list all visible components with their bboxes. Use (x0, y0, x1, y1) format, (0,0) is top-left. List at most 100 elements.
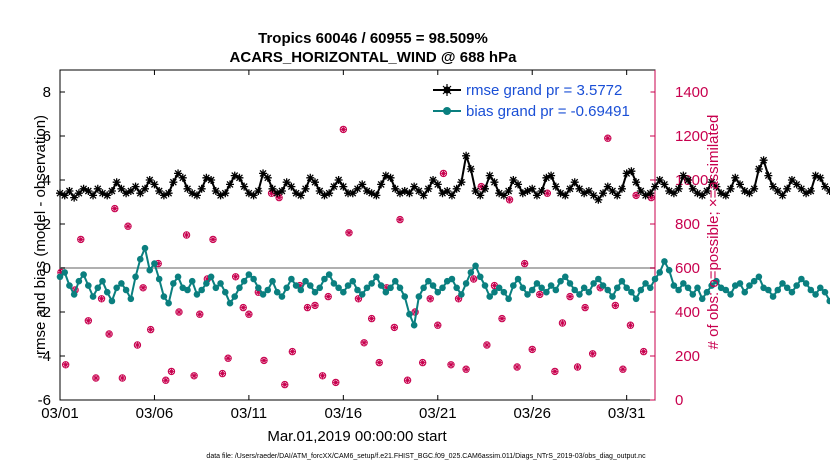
bias-point (708, 282, 715, 289)
rmse-point (282, 178, 291, 187)
rmse-point (174, 169, 183, 178)
rmse-point (400, 187, 409, 195)
rmse-point (159, 191, 168, 200)
bias-point (245, 271, 253, 278)
rmse-point (556, 189, 565, 198)
rmse-point (523, 187, 532, 195)
bias-point (406, 310, 413, 318)
rmse-point (750, 184, 759, 193)
bias-point (217, 280, 224, 287)
obs-assimilated-marker (92, 375, 99, 381)
obs-possible-marker (390, 323, 399, 332)
rmse-point (537, 187, 546, 195)
obs-possible-marker (339, 125, 348, 134)
obs-assimilated-marker (134, 342, 141, 348)
obs-possible-marker (619, 365, 627, 373)
rmse-point (344, 189, 353, 198)
bias-point (646, 284, 654, 292)
y-tick-label-left: -6 (38, 392, 51, 409)
obs-possible-marker (426, 295, 434, 303)
obs-possible-marker (581, 303, 589, 312)
rmse-point (769, 182, 778, 191)
obs-possible-marker (105, 330, 113, 338)
rmse-point (693, 189, 702, 198)
rmse-point (414, 187, 423, 195)
rmse-point (599, 189, 608, 198)
rmse-point (684, 176, 693, 184)
bias-point (580, 284, 588, 292)
bias-point (788, 288, 796, 296)
obs-assimilated-marker (62, 361, 69, 368)
bias-point (283, 284, 290, 292)
rmse-point (367, 189, 376, 198)
obs-possible-marker (573, 363, 582, 371)
bias-point (321, 275, 328, 283)
bias-point (103, 288, 111, 296)
bias-point (231, 293, 239, 300)
bias-point (108, 297, 116, 305)
bias-point (538, 284, 545, 292)
obs-possible-marker (196, 310, 204, 318)
obs-count-markers (57, 125, 655, 389)
obs-assimilated-marker (506, 196, 513, 203)
rmse-point (736, 180, 744, 189)
obs-possible-marker (324, 292, 332, 301)
bias-point (793, 282, 800, 289)
bias-point (340, 288, 347, 296)
bias-point (434, 288, 442, 296)
obs-possible-marker (231, 273, 240, 281)
rmse-point (155, 187, 164, 195)
obs-possible-marker (218, 369, 227, 378)
obs-assimilated-marker (391, 324, 398, 331)
rmse-point (688, 184, 697, 193)
obs-possible-marker (611, 301, 620, 310)
rmse-point (707, 178, 716, 187)
obs-possible-marker (139, 284, 147, 292)
bias-point (264, 286, 272, 294)
obs-possible-marker (632, 191, 640, 200)
bias-point (288, 275, 295, 283)
obs-assimilated-marker (612, 302, 619, 309)
obs-assimilated-marker (440, 170, 447, 177)
rmse-point (754, 165, 763, 173)
bias-point (543, 288, 550, 296)
bias-point (349, 277, 357, 285)
bias-point (363, 284, 371, 292)
rmse-point (254, 187, 263, 195)
chart-title: Tropics 60046 / 60955 = 98.509% (258, 30, 488, 47)
rmse-point (126, 187, 135, 195)
rmse-point (287, 182, 296, 191)
rmse-point (773, 187, 782, 195)
bias-point (736, 280, 744, 287)
obs-assimilated-marker (106, 331, 113, 337)
rmse-point (358, 180, 367, 189)
obs-assimilated-marker (404, 377, 411, 384)
y-axis-right-label: # of obs: o=possible; ×=assimilated (705, 115, 722, 350)
bias-point (122, 286, 130, 294)
obs-assimilated-marker (210, 236, 216, 243)
obs-assimilated-marker (427, 295, 434, 302)
bias-point (391, 277, 399, 285)
obs-assimilated-marker (304, 304, 311, 311)
rmse-point (311, 178, 319, 187)
obs-assimilated-marker (361, 339, 368, 346)
bias-point (722, 286, 730, 294)
bias-point (481, 282, 489, 289)
obs-assimilated-marker (589, 350, 596, 357)
obs-assimilated-marker (648, 194, 655, 201)
obs-assimilated-marker (640, 348, 647, 355)
rmse-point (183, 184, 192, 193)
rmse-point (169, 178, 178, 187)
bias-point (236, 284, 243, 292)
bias-point (377, 282, 385, 289)
obs-assimilated-marker (162, 377, 169, 384)
rmse-point (632, 178, 641, 187)
rmse-point (816, 173, 825, 182)
rmse-point (641, 191, 650, 200)
y-tick-label-right: 0 (675, 392, 683, 409)
bias-point (769, 293, 777, 300)
rmse-point (207, 176, 216, 184)
bias-point (566, 280, 574, 287)
rmse-point (443, 187, 452, 195)
obs-possible-marker (520, 259, 529, 268)
